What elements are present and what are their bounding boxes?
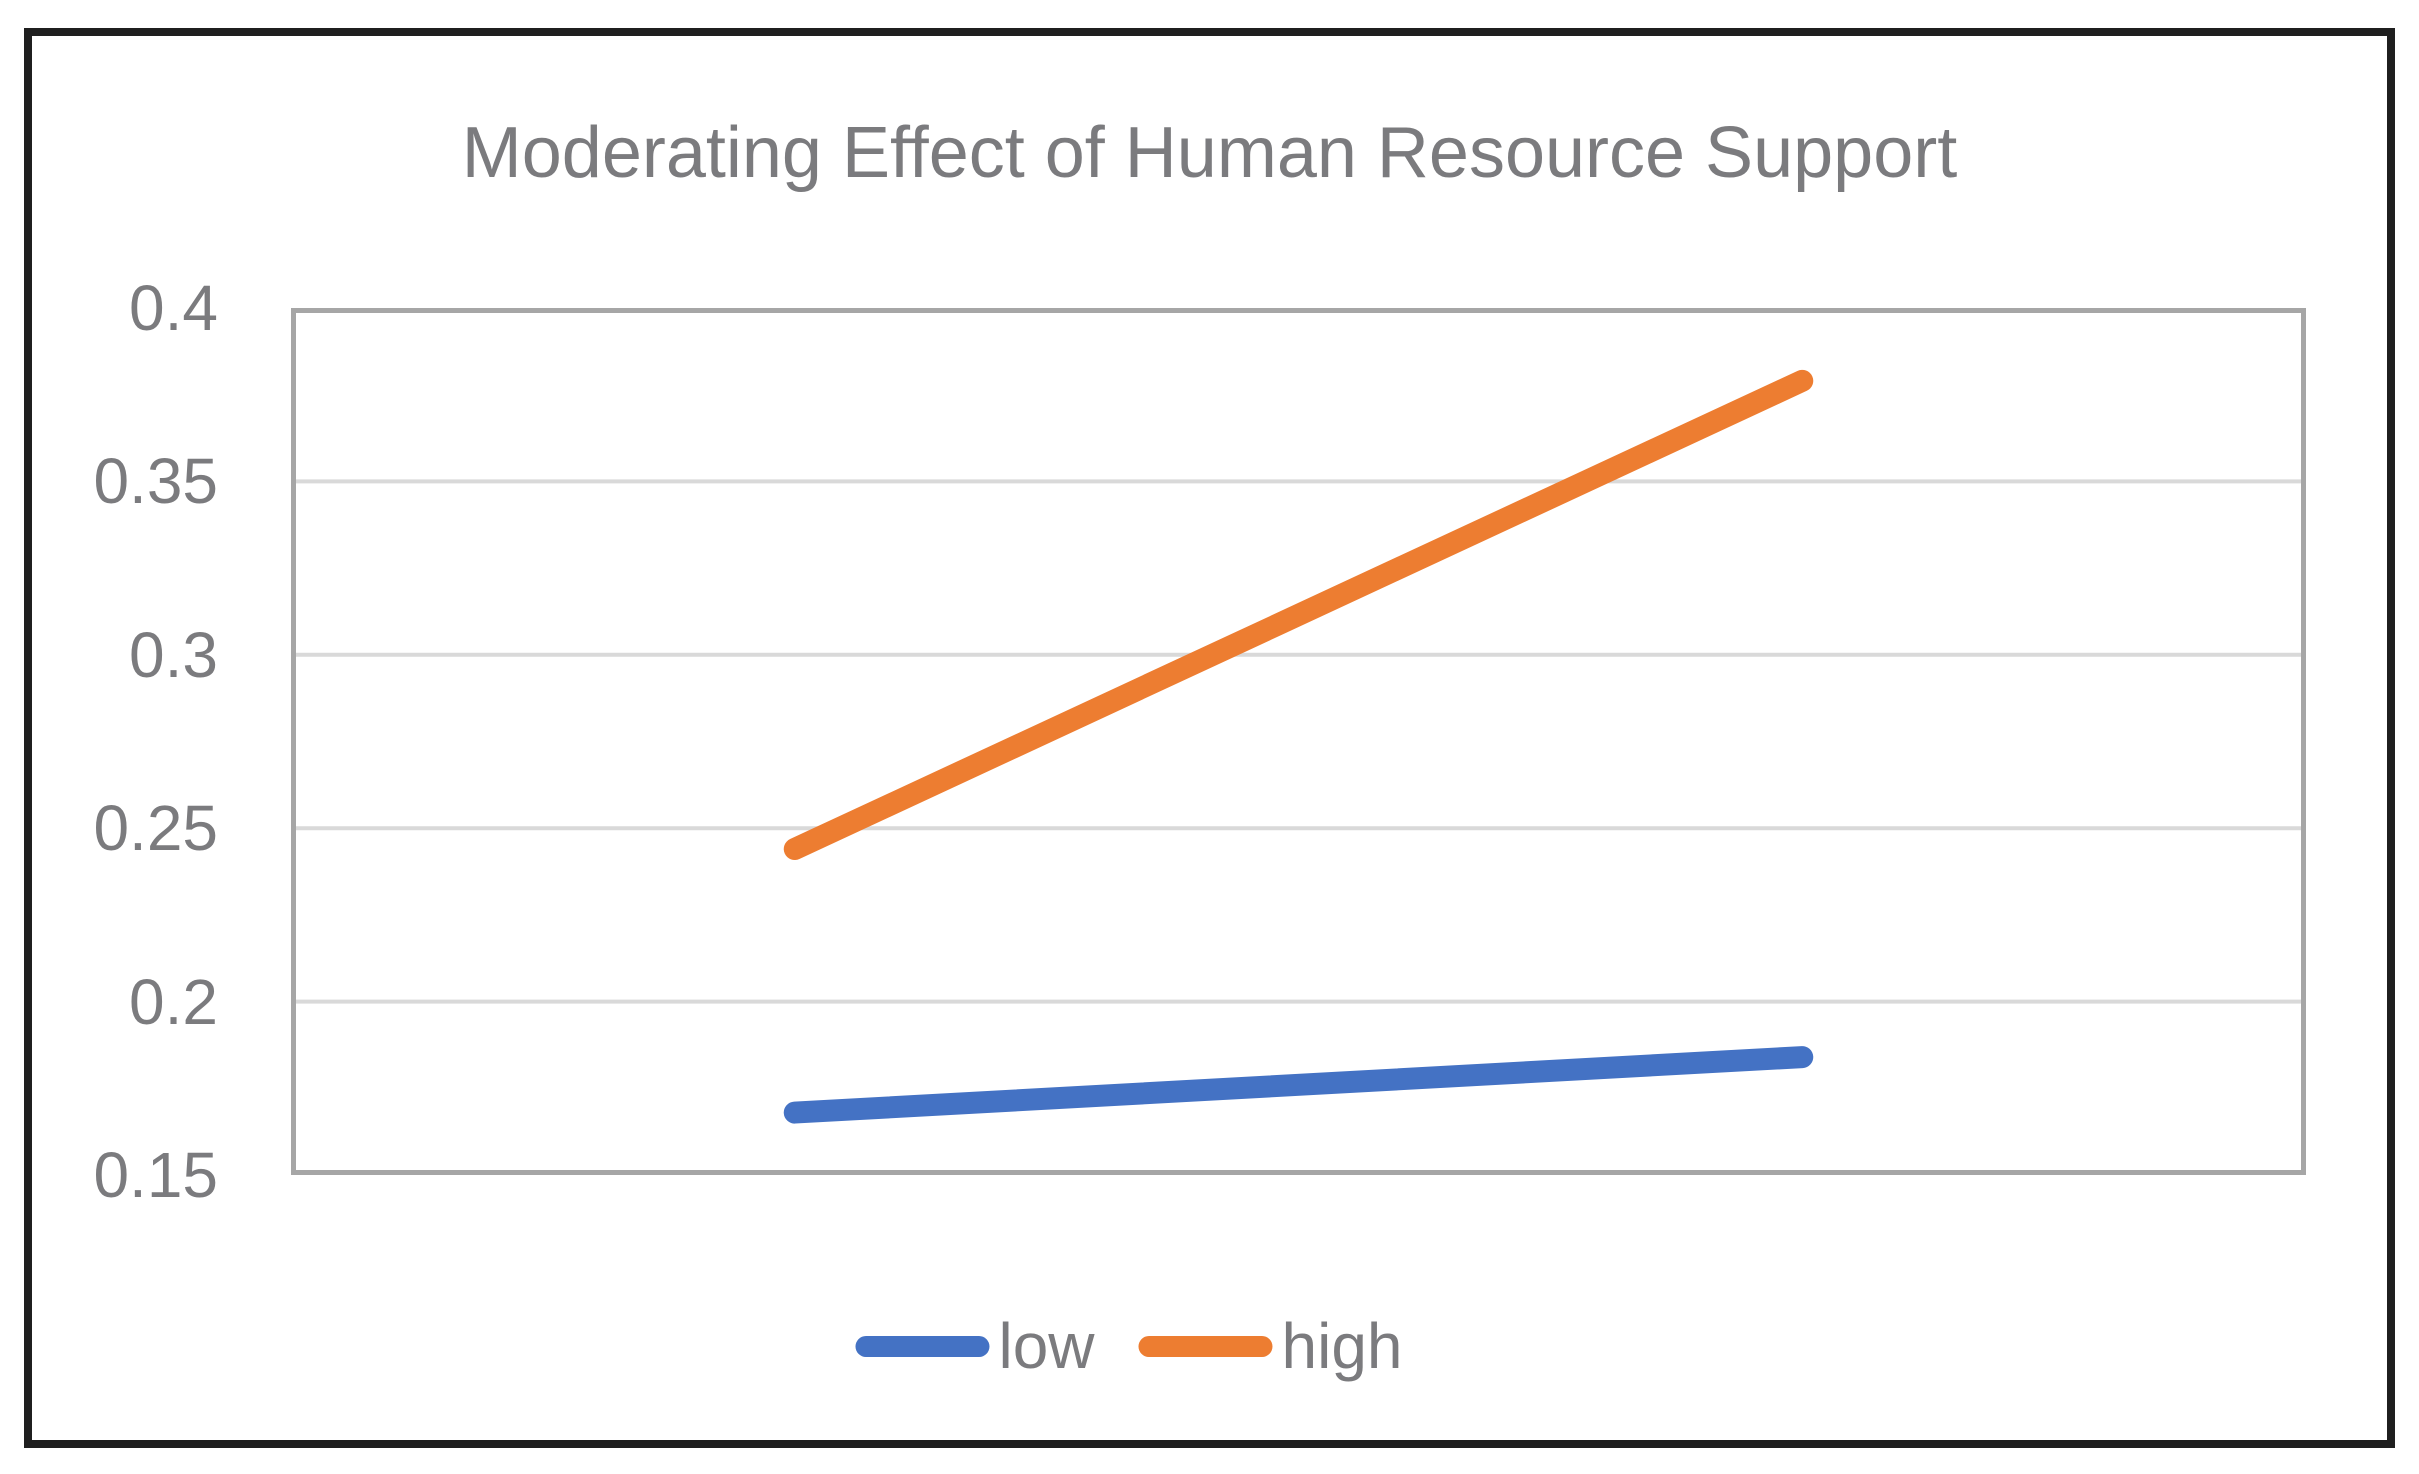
series-line-low xyxy=(783,1046,1814,1124)
y-axis: 0.4 0.35 0.3 0.25 0.2 0.15 xyxy=(32,36,218,1440)
y-tick-label: 0.25 xyxy=(93,792,218,865)
y-tick-label: 0.15 xyxy=(93,1139,218,1211)
chart-figure: Moderating Effect of Human Resource Supp… xyxy=(24,28,2395,1448)
y-tick-label: 0.4 xyxy=(129,272,218,344)
plot-border xyxy=(291,308,2306,1175)
legend-item-high: high xyxy=(1138,1310,1403,1382)
y-tick-label: 0.3 xyxy=(129,618,218,691)
series-line-high xyxy=(783,369,1814,861)
legend-item-low: low xyxy=(855,1310,1095,1382)
legend-swatch-high xyxy=(1138,1335,1273,1357)
chart-title: Moderating Effect of Human Resource Supp… xyxy=(461,113,1958,193)
legend: low high xyxy=(855,1310,1403,1382)
legend-label-high: high xyxy=(1281,1310,1403,1382)
plot-area xyxy=(291,308,2306,1175)
y-tick-label: 0.35 xyxy=(93,445,218,518)
legend-swatch-low xyxy=(855,1335,990,1357)
y-tick-label: 0.2 xyxy=(129,965,218,1038)
legend-label-low: low xyxy=(998,1310,1095,1382)
